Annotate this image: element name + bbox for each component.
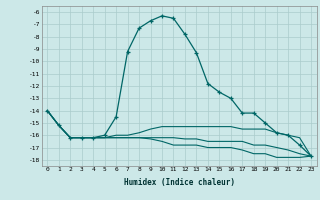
X-axis label: Humidex (Indice chaleur): Humidex (Indice chaleur) — [124, 178, 235, 187]
